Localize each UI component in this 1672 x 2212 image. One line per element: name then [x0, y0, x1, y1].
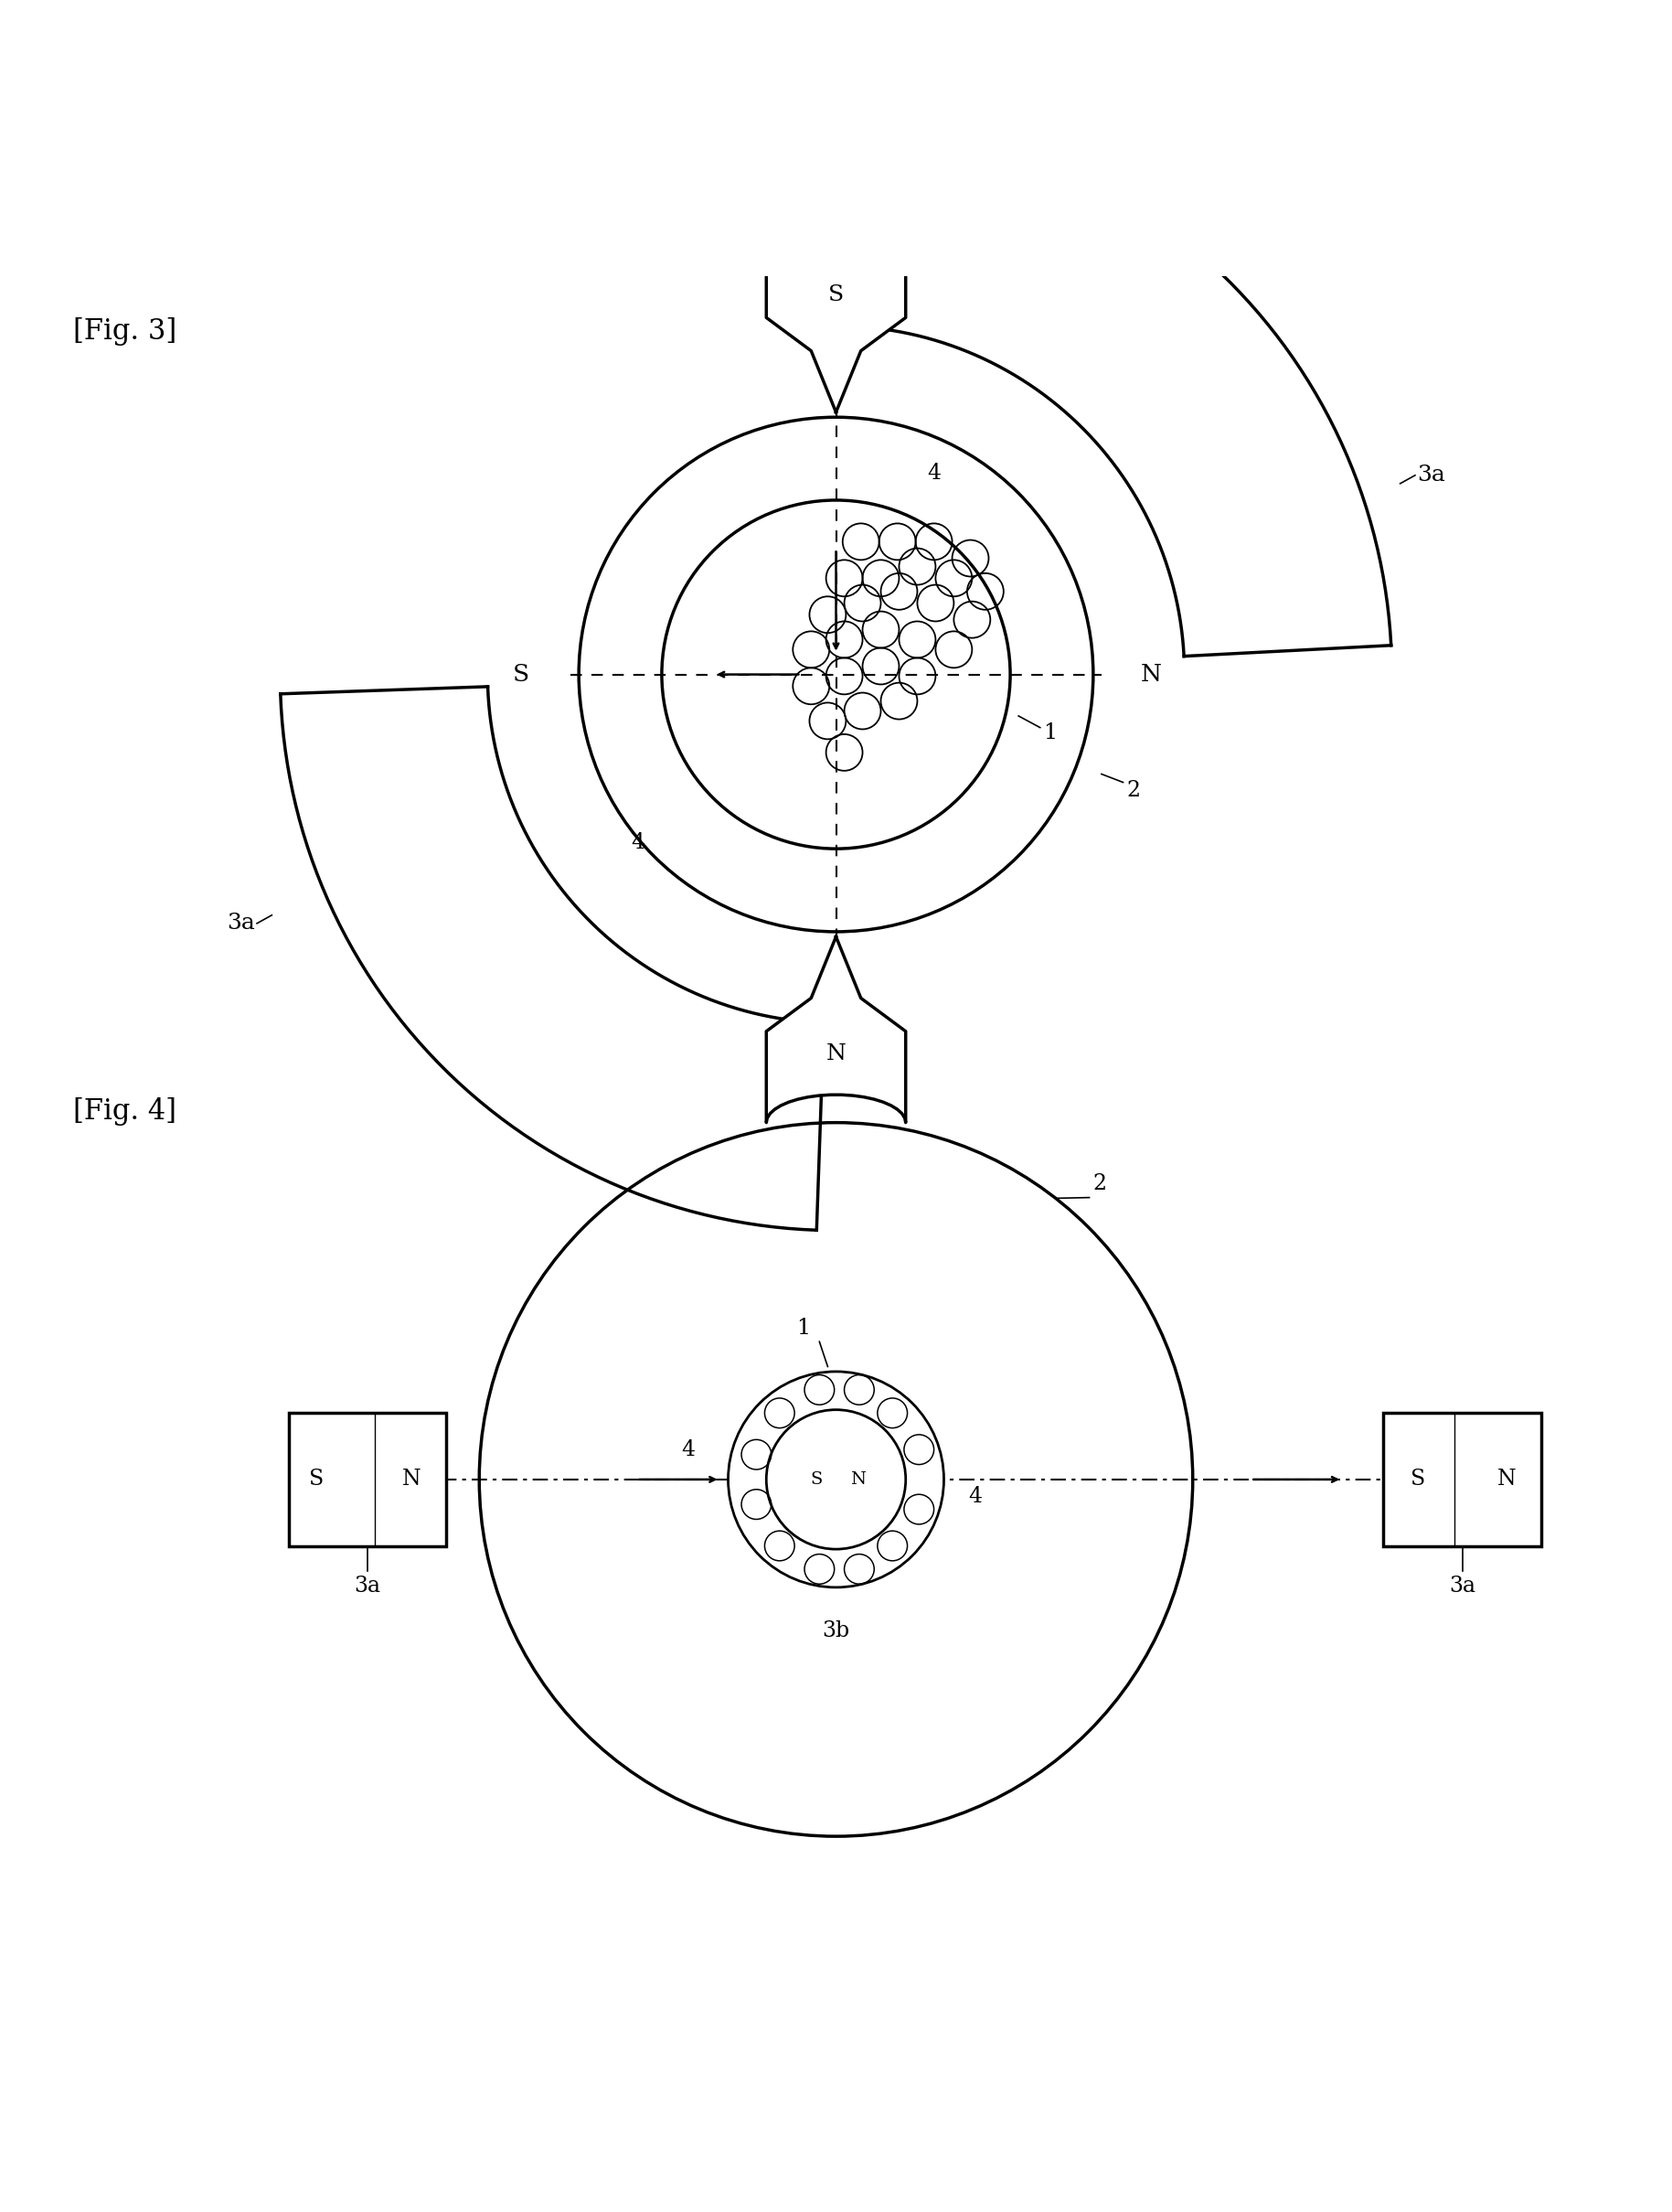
Bar	[1383, 1413, 1542, 1546]
Text: 4: 4	[681, 1440, 696, 1460]
Polygon shape	[766, 936, 906, 1124]
Text: 3b: 3b	[823, 1621, 849, 1641]
Text: N: N	[401, 1469, 421, 1491]
Circle shape	[766, 1409, 906, 1548]
Text: 4: 4	[968, 1486, 983, 1506]
Circle shape	[662, 500, 1010, 849]
Polygon shape	[848, 119, 1391, 657]
Text: S: S	[828, 285, 844, 305]
Polygon shape	[766, 199, 906, 411]
Text: N: N	[1496, 1469, 1517, 1491]
Bar	[289, 1413, 446, 1546]
Text: 4: 4	[928, 462, 941, 484]
Text: N: N	[826, 1044, 846, 1064]
Text: 3a: 3a	[354, 1575, 381, 1597]
Text: N: N	[1140, 664, 1162, 686]
Text: [Fig. 4]: [Fig. 4]	[72, 1097, 176, 1126]
Text: N: N	[849, 1471, 866, 1489]
Text: S: S	[1411, 1469, 1426, 1491]
Text: [Fig. 3]: [Fig. 3]	[72, 319, 176, 345]
Circle shape	[579, 418, 1093, 931]
Text: 3a: 3a	[1416, 465, 1445, 487]
Circle shape	[727, 1371, 945, 1588]
Text: 3a: 3a	[227, 914, 256, 933]
Text: 1: 1	[796, 1318, 809, 1338]
Text: 3a: 3a	[1450, 1575, 1476, 1597]
Polygon shape	[281, 686, 824, 1230]
Text: S: S	[512, 664, 528, 686]
Text: S: S	[809, 1471, 823, 1489]
Text: 4: 4	[632, 832, 645, 854]
Circle shape	[480, 1124, 1192, 1836]
Text: S: S	[309, 1469, 324, 1491]
Text: 2: 2	[1127, 781, 1140, 801]
Text: 1: 1	[1043, 721, 1057, 743]
Text: 2: 2	[1093, 1172, 1107, 1194]
